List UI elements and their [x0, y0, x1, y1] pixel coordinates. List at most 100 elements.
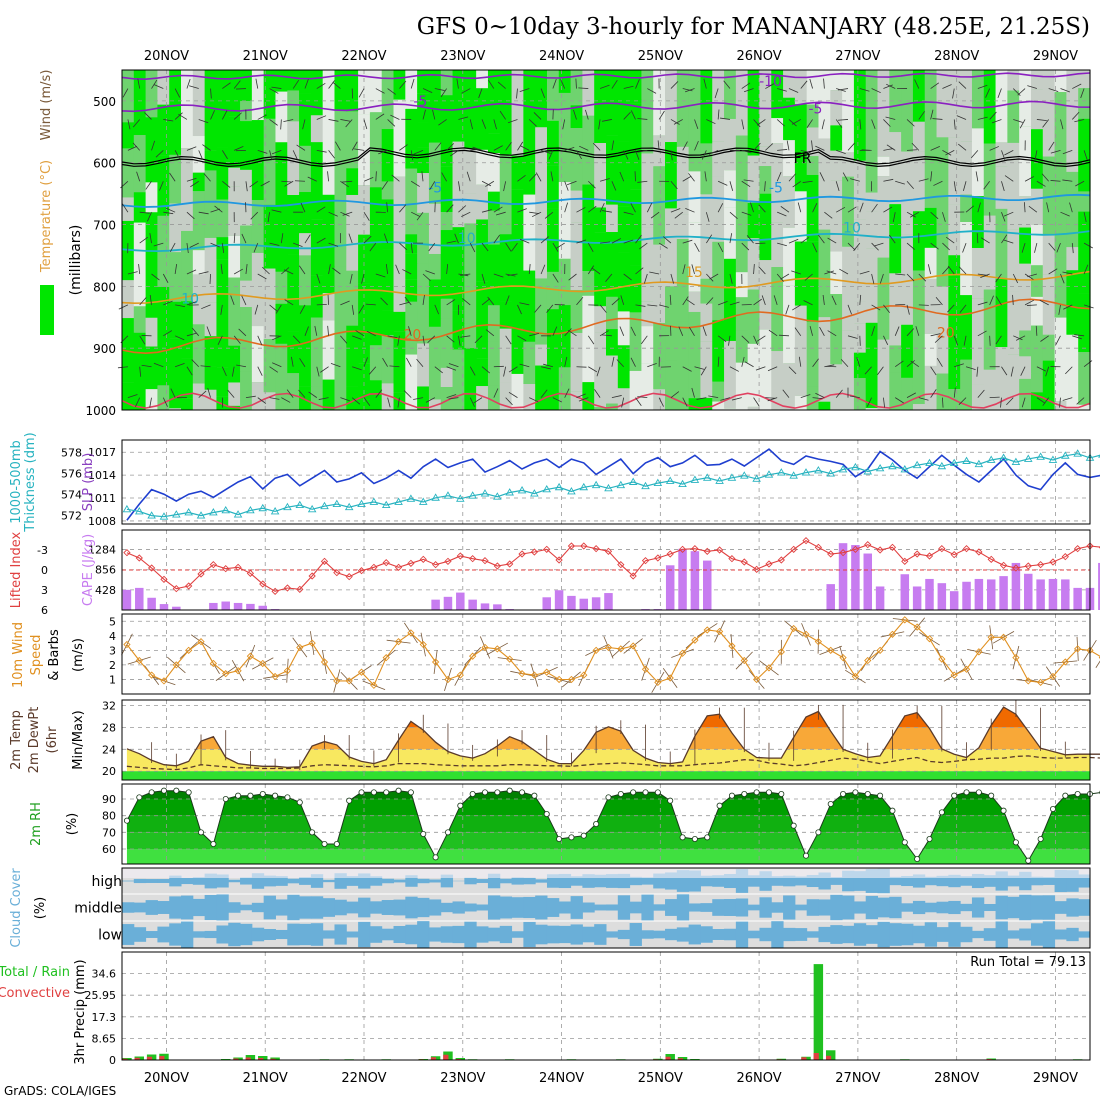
wind-barb [139, 297, 147, 306]
thickness-marker [727, 473, 737, 481]
wind-barb [895, 273, 906, 276]
wind-barb [399, 144, 408, 151]
rh-marker [630, 789, 637, 796]
wind-barb [564, 388, 570, 398]
rh-cell [688, 311, 702, 399]
wind-speed-marker [147, 671, 156, 679]
rh-cell [369, 380, 383, 410]
rh-marker [333, 841, 340, 848]
cloud-cell [511, 877, 524, 885]
wind-barb [792, 304, 801, 311]
wind-barb [767, 366, 778, 372]
rh-cell [523, 70, 536, 155]
cape-bar [665, 565, 675, 610]
cloud-cell [582, 926, 595, 943]
wind-barb [328, 150, 336, 159]
rh-cell [381, 249, 395, 311]
rh-cell [228, 167, 241, 187]
wind-barb [818, 234, 825, 244]
rh-cell [511, 189, 524, 255]
wind-barb [481, 366, 491, 374]
rh-marker [160, 787, 167, 794]
rh-cell [1042, 200, 1056, 236]
li-marker [1049, 558, 1057, 566]
cloud-cell [464, 877, 477, 885]
rh-cell [346, 168, 359, 195]
wind-barb [448, 363, 459, 368]
wind-speed-marker [814, 637, 823, 646]
wind-barb [1059, 397, 1061, 408]
rh-marker [481, 789, 488, 796]
wind-barb [1039, 299, 1049, 306]
rh-cell [558, 158, 572, 183]
wind-barb [395, 264, 400, 275]
rh-cell [417, 122, 430, 148]
wind-barb [434, 88, 445, 91]
rh-cell [263, 204, 277, 269]
rh-cell [499, 154, 513, 235]
wind-barb [284, 180, 294, 187]
thickness-marker [653, 478, 663, 486]
thickness-marker [900, 465, 910, 473]
rh-cell [794, 241, 808, 306]
cloud-cell [901, 923, 914, 946]
date-label-top: 26NOV [737, 49, 782, 64]
wind-barb [316, 366, 320, 377]
rh-cell [783, 285, 796, 364]
wind-barb [238, 328, 247, 337]
cloud-cell [912, 925, 926, 944]
li-marker [864, 541, 872, 549]
wind-barb [1048, 242, 1056, 251]
wind-barb [1072, 83, 1082, 89]
rh-cell [393, 99, 406, 177]
thickness-marker [690, 475, 700, 483]
cloud-cell [523, 877, 536, 885]
wind-barb [460, 273, 471, 276]
wind-barb [221, 110, 228, 120]
wind-barb [340, 300, 350, 306]
cape-bar [962, 581, 971, 610]
wind-barb [576, 297, 584, 306]
wind-barb [911, 142, 920, 151]
rh-cell [1030, 89, 1044, 130]
rh-cell [523, 270, 536, 342]
rh-cell [358, 114, 371, 186]
cape-bar [493, 604, 502, 610]
rh-cell [428, 279, 442, 327]
rh-marker [407, 789, 414, 796]
rh-cell [369, 187, 383, 244]
wind-barb [1041, 173, 1049, 182]
li-marker [592, 545, 600, 553]
rh-cell [322, 150, 336, 195]
wind-barb [942, 150, 952, 156]
wind-barb [397, 397, 400, 408]
wind-barb [591, 267, 601, 275]
cloud-cell [570, 924, 583, 945]
thickness-marker [628, 477, 638, 485]
rh-cell [287, 254, 300, 332]
wind-barb [543, 363, 553, 368]
cloud-cell [1066, 927, 1079, 942]
cloud-cell [216, 925, 229, 944]
wind-barb [741, 356, 745, 367]
wind-barb [812, 242, 818, 253]
thickness-marker [344, 502, 354, 511]
wind-barb [257, 149, 268, 154]
wind-barb [600, 241, 611, 244]
thickness-marker [184, 508, 193, 516]
cloud-cell [546, 898, 560, 917]
wind-barb [458, 116, 469, 120]
rh-cell [428, 326, 442, 400]
rh-cell [487, 341, 501, 366]
wind-barb [753, 142, 761, 151]
rh-cell [192, 250, 206, 275]
cloud-cell [1007, 930, 1020, 939]
rh-cell [145, 389, 159, 410]
wind-barb [670, 81, 679, 89]
rh-cell [393, 70, 406, 100]
wind-barb [753, 335, 759, 346]
rh-cell [735, 70, 749, 136]
rh-marker [988, 792, 995, 799]
wind-barb [499, 110, 506, 120]
rh-marker [889, 807, 896, 814]
